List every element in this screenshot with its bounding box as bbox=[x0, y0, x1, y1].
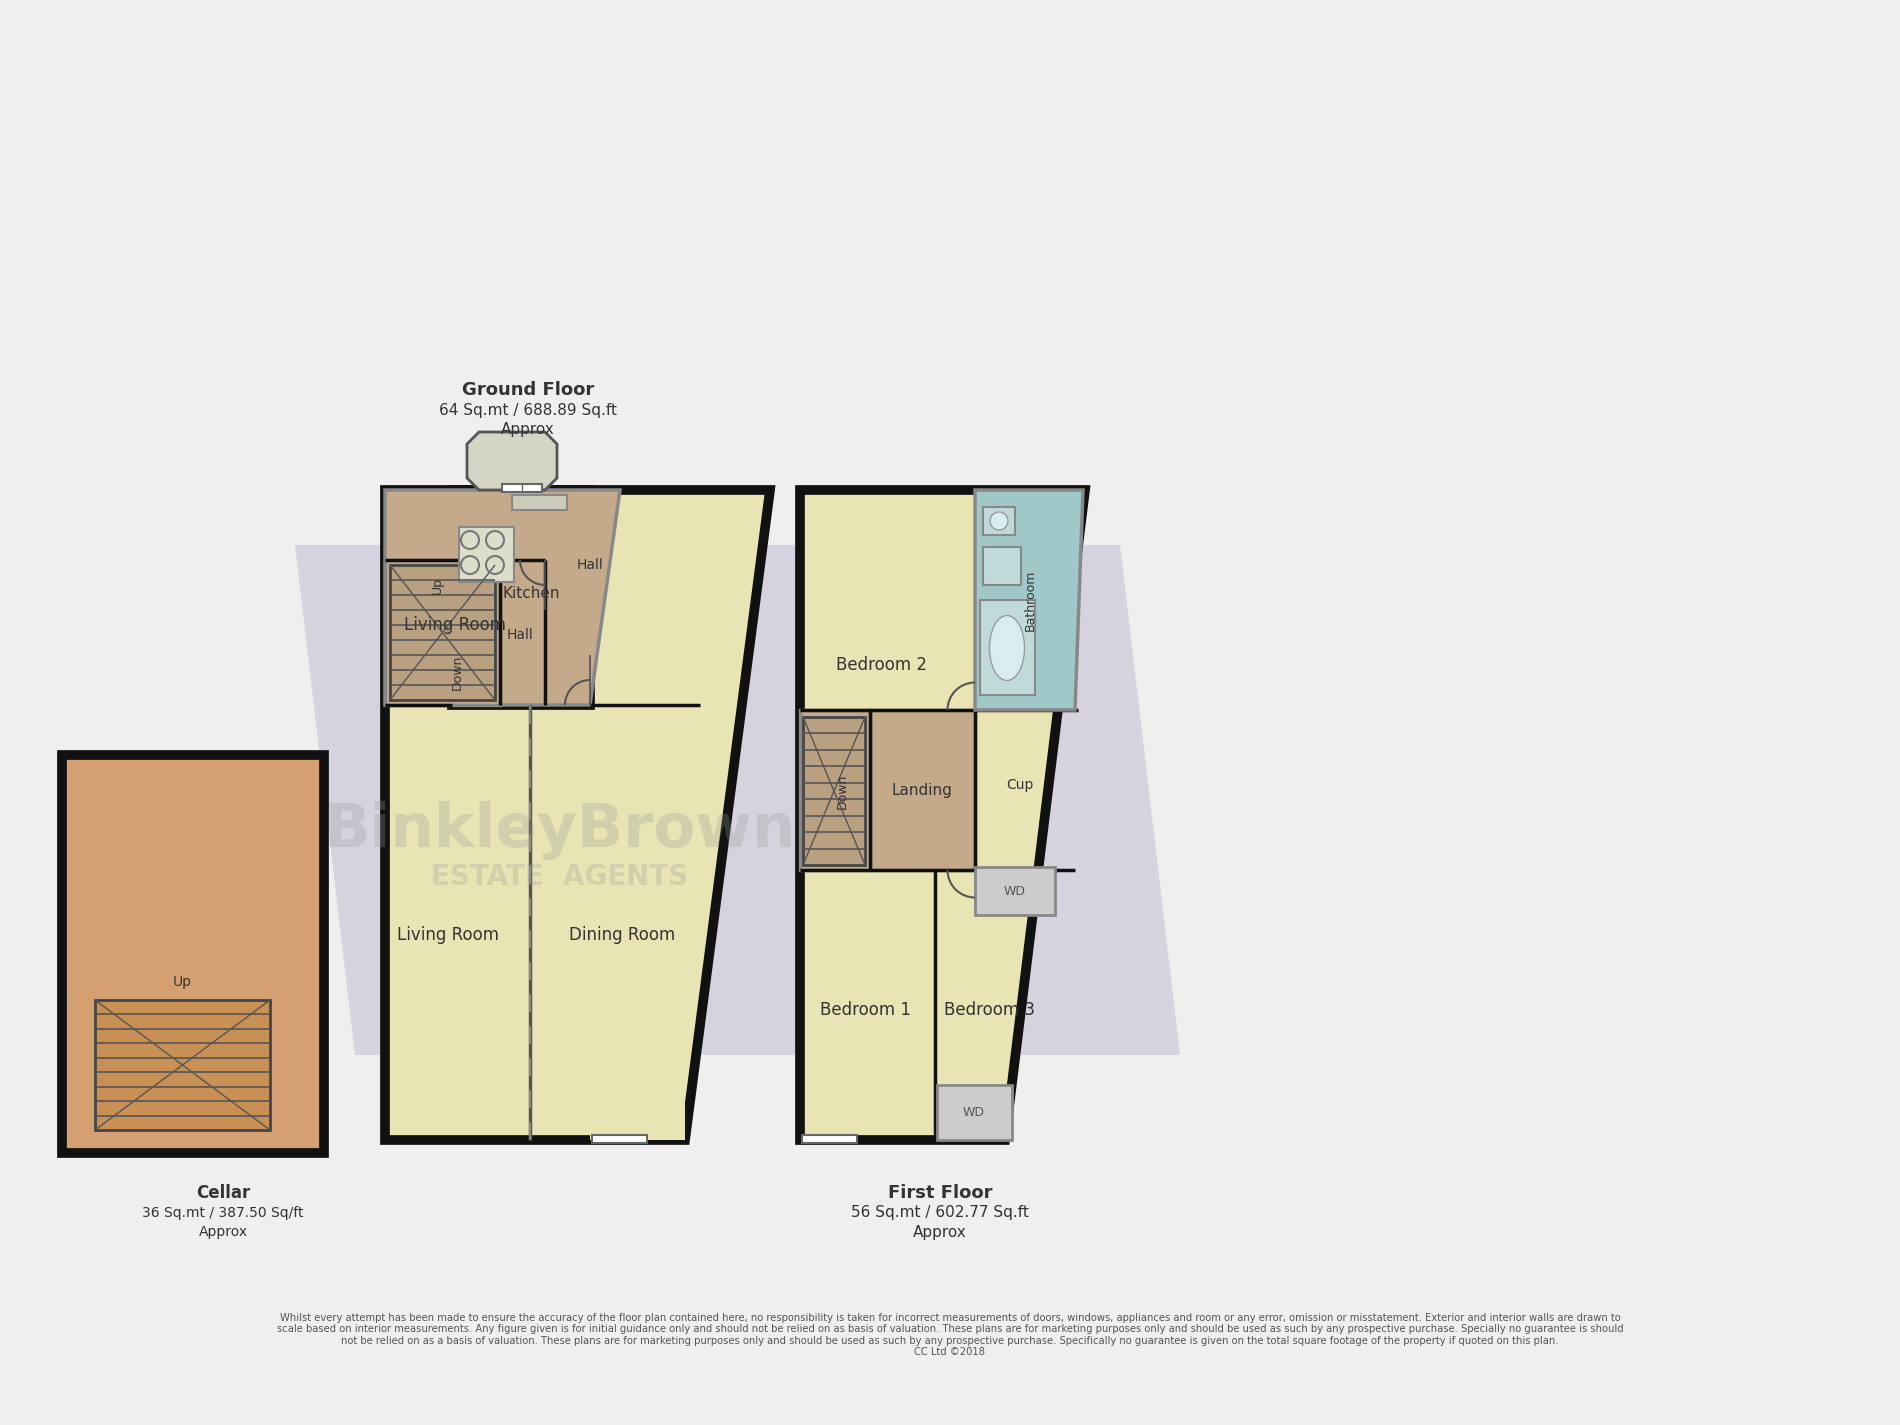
Text: Cellar: Cellar bbox=[196, 1184, 251, 1203]
Text: Living Room: Living Room bbox=[405, 616, 505, 634]
Text: 64 Sq.mt / 688.89 Sq.ft: 64 Sq.mt / 688.89 Sq.ft bbox=[439, 402, 618, 418]
Bar bbox=[502, 485, 542, 492]
Text: Bedroom 2: Bedroom 2 bbox=[836, 656, 927, 674]
Polygon shape bbox=[386, 490, 619, 705]
Polygon shape bbox=[800, 490, 1085, 1140]
Polygon shape bbox=[386, 560, 500, 705]
Text: WD: WD bbox=[1003, 885, 1026, 898]
Bar bbox=[390, 564, 496, 700]
Text: Up: Up bbox=[173, 975, 192, 989]
Text: Cup: Cup bbox=[1007, 778, 1034, 792]
Text: Hall: Hall bbox=[576, 559, 604, 571]
Text: Down: Down bbox=[836, 774, 849, 809]
Bar bbox=[982, 547, 1020, 586]
Text: Up: Up bbox=[431, 577, 443, 593]
Bar bbox=[980, 600, 1036, 695]
Text: Landing: Landing bbox=[891, 782, 952, 798]
Text: Ground Floor: Ground Floor bbox=[462, 380, 595, 399]
Ellipse shape bbox=[990, 616, 1024, 681]
Text: Bedroom 3: Bedroom 3 bbox=[944, 1000, 1036, 1019]
Polygon shape bbox=[975, 490, 1083, 710]
Bar bbox=[452, 490, 591, 705]
Polygon shape bbox=[467, 432, 557, 490]
Text: 36 Sq.mt / 387.50 Sq/ft: 36 Sq.mt / 387.50 Sq/ft bbox=[142, 1206, 304, 1220]
Polygon shape bbox=[591, 705, 686, 1140]
Text: ESTATE  AGENTS: ESTATE AGENTS bbox=[431, 864, 688, 891]
Bar bbox=[593, 1134, 648, 1143]
Polygon shape bbox=[870, 710, 975, 871]
Text: Living Room: Living Room bbox=[397, 926, 500, 943]
Bar bbox=[63, 755, 325, 1153]
Bar bbox=[802, 1134, 857, 1143]
Text: Dining Room: Dining Room bbox=[568, 926, 674, 943]
Bar bbox=[937, 1084, 1013, 1140]
Text: WD: WD bbox=[963, 1106, 984, 1120]
Text: Approx: Approx bbox=[914, 1224, 967, 1240]
Polygon shape bbox=[294, 544, 1180, 1054]
Text: Whilst every attempt has been made to ensure the accuracy of the floor plan cont: Whilst every attempt has been made to en… bbox=[277, 1312, 1623, 1358]
Bar bbox=[804, 717, 864, 865]
Bar bbox=[975, 866, 1054, 915]
Bar bbox=[982, 507, 1015, 534]
Circle shape bbox=[990, 512, 1009, 530]
Text: Approx: Approx bbox=[502, 422, 555, 436]
Text: Hall: Hall bbox=[507, 628, 534, 643]
Text: Approx: Approx bbox=[198, 1226, 247, 1238]
Bar bbox=[95, 1000, 270, 1130]
Polygon shape bbox=[386, 490, 770, 1140]
Text: Down: Down bbox=[450, 654, 464, 690]
Text: BinkleyBrown: BinkleyBrown bbox=[323, 801, 796, 859]
Text: Bathroom: Bathroom bbox=[1024, 570, 1037, 631]
Text: Bedroom 1: Bedroom 1 bbox=[819, 1000, 910, 1019]
Text: 56 Sq.mt / 602.77 Sq.ft: 56 Sq.mt / 602.77 Sq.ft bbox=[851, 1206, 1030, 1220]
Bar bbox=[511, 494, 566, 510]
Text: Kitchen: Kitchen bbox=[502, 586, 560, 600]
Polygon shape bbox=[800, 710, 870, 871]
Bar bbox=[460, 527, 515, 581]
Text: First Floor: First Floor bbox=[887, 1184, 992, 1203]
